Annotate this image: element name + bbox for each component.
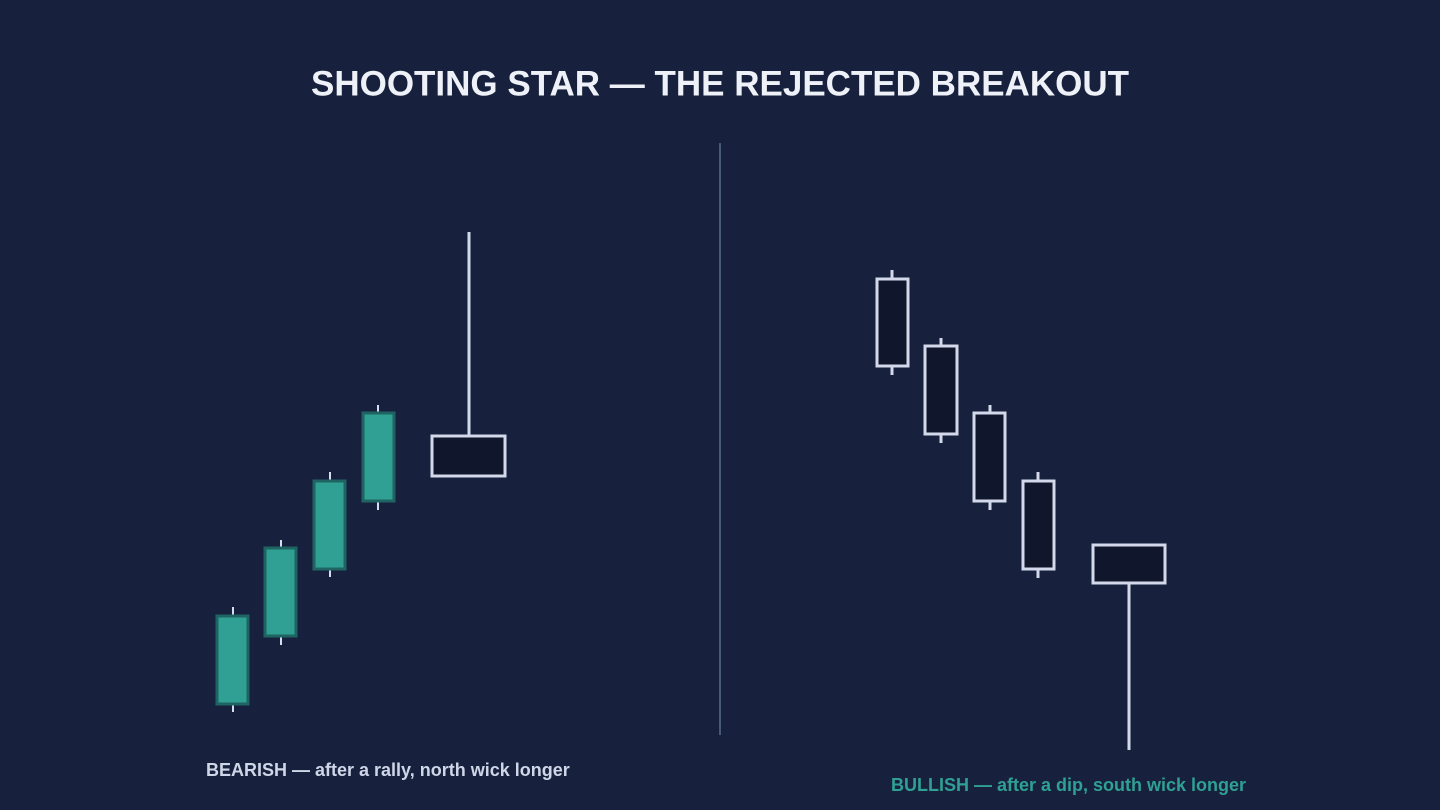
bear-candle xyxy=(1021,479,1056,571)
star-body xyxy=(430,434,507,478)
shooting-star xyxy=(430,232,507,478)
caption: BULLISH — after a dip, south wick longer xyxy=(891,775,1246,795)
caption: BEARISH — after a rally, north wick long… xyxy=(206,760,570,780)
right-panel xyxy=(875,270,1167,750)
bear-candle xyxy=(875,277,910,368)
bull-candle xyxy=(312,479,347,571)
bear-candle xyxy=(923,344,959,436)
star-body xyxy=(1091,543,1167,585)
bear-candle xyxy=(972,411,1007,503)
bull-candle xyxy=(263,546,298,638)
bull-candle xyxy=(361,411,396,503)
bull-candle xyxy=(215,614,250,706)
left-panel xyxy=(215,405,396,712)
title: SHOOTING STAR — THE REJECTED BREAKOUT xyxy=(311,64,1129,103)
